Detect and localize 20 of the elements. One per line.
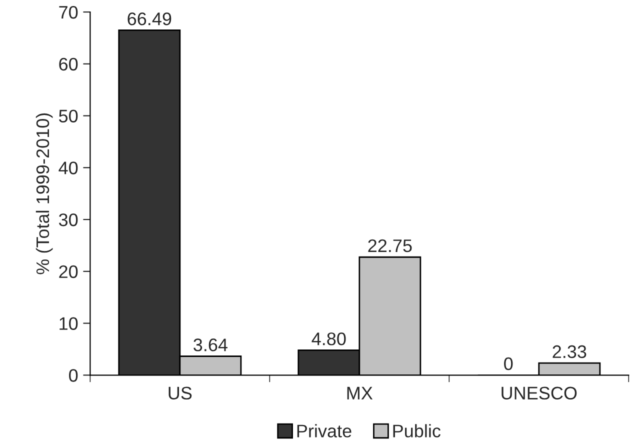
data-label: 3.64 — [194, 338, 228, 352]
x-tick-label: UNESCO — [502, 386, 577, 400]
data-label: 22.75 — [368, 239, 412, 252]
y-axis-title: % (Total 1999-2010) — [36, 113, 53, 274]
y-tick-label: 30 — [58, 213, 78, 226]
y-tick-label: 70 — [59, 6, 78, 19]
y-tick-label: 50 — [59, 110, 78, 122]
x-tick-label: MX — [347, 386, 373, 400]
data-label: 2.33 — [552, 345, 586, 358]
y-tick-label: 40 — [58, 162, 78, 174]
y-tick-label: 20 — [59, 265, 78, 278]
data-label: 0 — [504, 357, 513, 370]
data-label: 4.80 — [312, 332, 346, 346]
legend-label: Private — [297, 424, 352, 438]
x-tick-label: US — [168, 386, 192, 400]
y-tick-label: 60 — [59, 58, 78, 71]
y-tick-label: 10 — [60, 317, 78, 330]
legend-label: Public — [393, 424, 441, 438]
y-tick-label: 0 — [69, 369, 78, 382]
data-label: 66.49 — [128, 12, 172, 26]
